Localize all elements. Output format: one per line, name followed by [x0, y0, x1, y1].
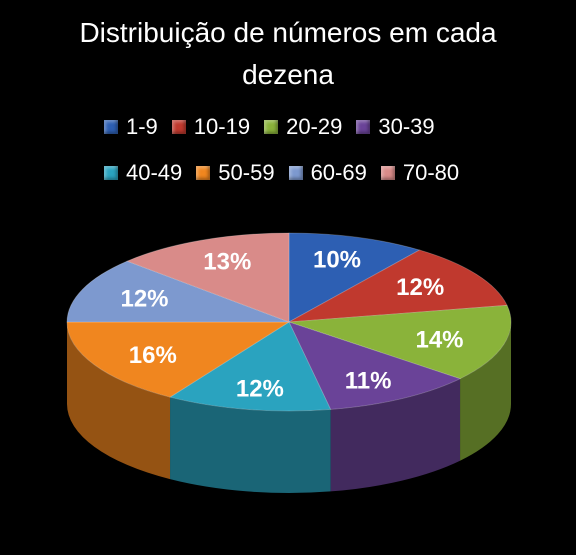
- pie-slice-label: 12%: [236, 376, 284, 403]
- legend-item: 40-49: [104, 160, 182, 186]
- pie-sides: [67, 322, 511, 493]
- legend-item: 60-69: [288, 160, 367, 186]
- legend-item: 10-19: [171, 114, 251, 140]
- legend-label: 30-39: [378, 114, 435, 139]
- pie-slice-label: 13%: [203, 249, 251, 276]
- pie-slice: [288, 321, 462, 410]
- pie-slice-label: 14%: [415, 327, 463, 354]
- legend-swatch: [196, 166, 211, 180]
- legend-item: 30-39: [356, 114, 435, 140]
- legend-label: 10-19: [193, 114, 251, 139]
- legend-row: 1-9 10-19 20-29 30-39: [104, 104, 524, 150]
- legend-label: 40-49: [126, 160, 183, 185]
- pie-slice: [288, 232, 421, 323]
- legend-item: 1-9: [104, 114, 158, 140]
- legend-swatch: [356, 120, 371, 134]
- pie-slice-side: [170, 397, 331, 493]
- pie-slice-side: [67, 322, 171, 480]
- legend-label: 20-29: [286, 114, 343, 139]
- pie-slice: [66, 260, 290, 323]
- legend-item: 20-29: [264, 114, 342, 140]
- pie-slice: [126, 232, 290, 323]
- pie-slice-side: [460, 322, 511, 461]
- pie-slice-label: 16%: [129, 342, 177, 369]
- pie-slice: [288, 304, 512, 380]
- legend-swatch: [104, 166, 118, 180]
- chart-legend: 1-9 10-19 20-29 30-39 40-49 50-59 60-69 …: [104, 104, 524, 196]
- legend-swatch: [171, 120, 186, 134]
- legend-swatch: [264, 120, 279, 134]
- pie-labels: 10% 12% 14% 11% 12% 16% 12% 13%: [120, 247, 463, 403]
- pie-tops: [66, 232, 512, 412]
- legend-label: 60-69: [310, 160, 367, 185]
- pie-slice-side: [330, 378, 461, 492]
- legend-swatch: [104, 120, 118, 134]
- legend-label: 1-9: [126, 114, 158, 139]
- pie-slice: [66, 321, 291, 398]
- pie-slice-label: 12%: [120, 285, 168, 312]
- pie-slice-label: 10%: [313, 247, 361, 274]
- legend-item: 70-80: [380, 160, 460, 186]
- chart-title: Distribuição de números em cada dezena: [79, 17, 497, 90]
- legend-swatch: [380, 166, 395, 180]
- pie-slice: [169, 321, 332, 412]
- legend-item: 50-59: [196, 160, 275, 186]
- pie-slice: [288, 249, 508, 323]
- legend-label: 50-59: [218, 160, 275, 185]
- pie-slice-label: 12%: [396, 274, 444, 301]
- legend-label: 70-80: [402, 160, 460, 185]
- pie-slice-label: 11%: [345, 367, 392, 394]
- legend-row: 40-49 50-59 60-69 70-80: [104, 150, 524, 196]
- legend-swatch: [288, 166, 303, 180]
